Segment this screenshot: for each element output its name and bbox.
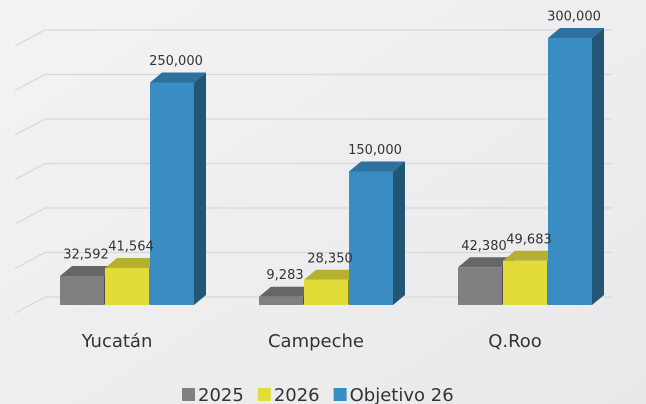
bar (259, 296, 303, 305)
grid-line (14, 73, 612, 92)
bar-side (592, 28, 604, 305)
grid-line (14, 118, 612, 136)
bar-top (548, 28, 604, 38)
grid (14, 29, 612, 314)
bar-side (194, 72, 206, 305)
value-label: 32,592 (63, 247, 109, 262)
grid-line (14, 296, 612, 314)
grid-line (14, 251, 612, 270)
x-tick-label: Yucatán (81, 331, 153, 352)
legend-swatch (182, 388, 195, 401)
bar-top (503, 250, 559, 261)
bar-top (304, 269, 360, 280)
value-label: 28,350 (307, 251, 353, 266)
legend-swatch (257, 388, 271, 401)
bar (503, 260, 547, 305)
bars (60, 28, 604, 305)
legend-swatch (333, 388, 347, 401)
bar (150, 82, 194, 305)
legend-label: 2025 (198, 385, 244, 404)
bar (304, 279, 348, 305)
value-label: 250,000 (149, 54, 203, 69)
bar (105, 268, 149, 305)
bar-side (393, 161, 405, 305)
value-label: 150,000 (348, 143, 402, 158)
value-label: 42,380 (461, 239, 507, 254)
bar-top (259, 286, 315, 297)
bar-top (60, 265, 116, 276)
grid-line (14, 29, 612, 47)
bar-top (105, 258, 161, 269)
bar (548, 38, 592, 305)
grid-line (14, 162, 612, 181)
x-tick-label: Campeche (268, 331, 364, 352)
bar (349, 171, 393, 305)
value-label: 49,683 (506, 232, 552, 247)
bar-top (458, 257, 514, 268)
legend-label: 2026 (274, 385, 320, 404)
bar (458, 267, 502, 305)
grid-line (14, 207, 612, 225)
bar (60, 275, 104, 305)
legend-label: Objetivo 26 (350, 385, 454, 404)
value-label: 41,564 (108, 240, 154, 255)
bar-top (349, 161, 405, 172)
x-tick-label: Q.Roo (488, 331, 542, 352)
value-label: 9,283 (266, 268, 303, 283)
value-label: 300,000 (547, 10, 601, 25)
bar-top (150, 72, 206, 83)
